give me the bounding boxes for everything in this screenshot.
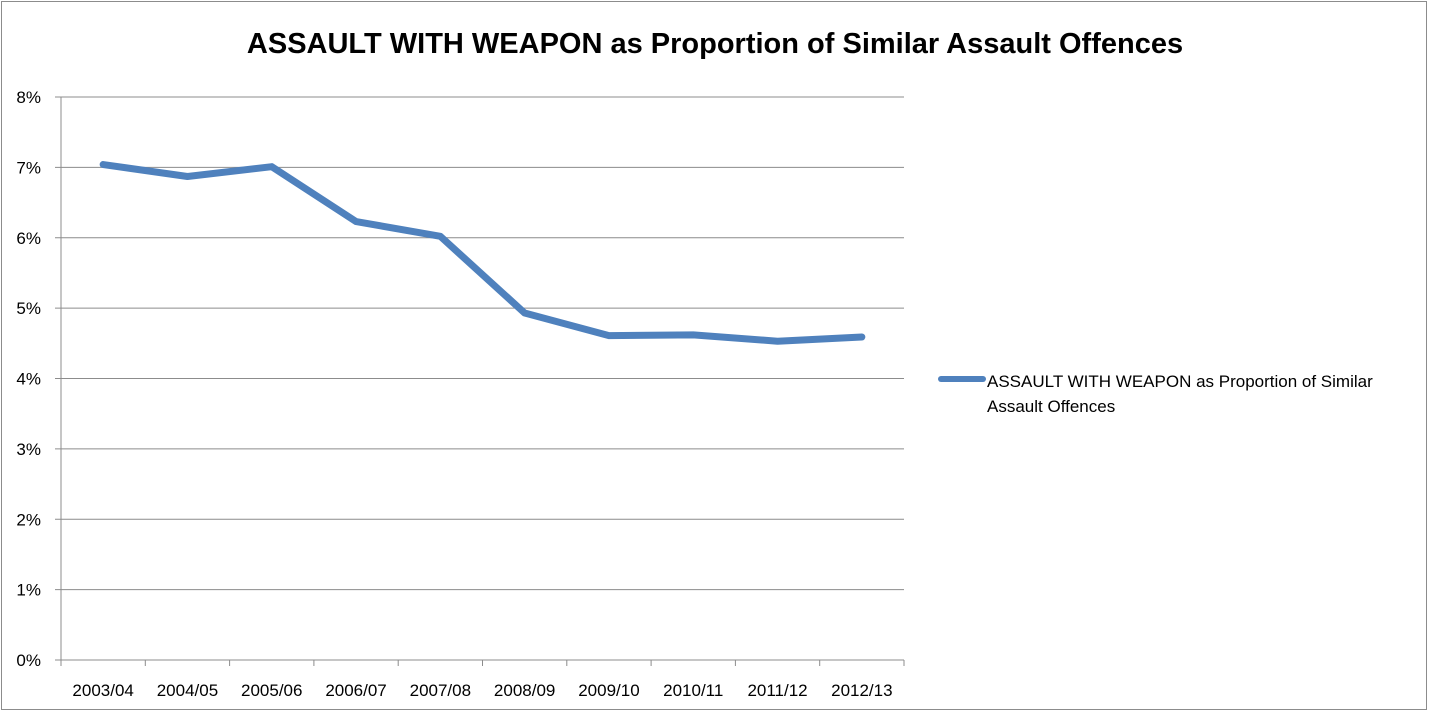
- y-tick-label: 3%: [16, 440, 41, 459]
- y-tick-label: 6%: [16, 229, 41, 248]
- series-group: [99, 161, 866, 345]
- x-tick-label: 2004/05: [157, 681, 218, 700]
- x-tick-label: 2007/08: [410, 681, 471, 700]
- legend-label: ASSAULT WITH WEAPON as Proportion of Sim…: [987, 372, 1373, 416]
- series-line: [99, 161, 866, 345]
- x-tick-label: 2009/10: [578, 681, 639, 700]
- x-tick-label: 2006/07: [325, 681, 386, 700]
- y-tick-label: 7%: [16, 158, 41, 177]
- x-axis: 2003/04 2004/05 2005/06 2006/07 2007/08 2008/…: [60, 659, 905, 700]
- y-tick-label: 2%: [16, 510, 41, 529]
- y-tick-label: 4%: [16, 370, 41, 389]
- x-tick-label: 2005/06: [241, 681, 302, 700]
- legend-swatch: [938, 376, 986, 382]
- y-tick-label: 5%: [16, 299, 41, 318]
- y-axis: 0% 1% 2% 3% 4% 5% 6% 7% 8%: [16, 88, 62, 670]
- gridlines: [61, 96, 904, 591]
- x-tick-label: 2011/12: [747, 681, 807, 700]
- y-tick-label: 0%: [16, 651, 41, 670]
- chart-title: ASSAULT WITH WEAPON as Proportion of Sim…: [246, 28, 1184, 60]
- y-tick-label: 1%: [16, 581, 41, 600]
- y-tick-label: 8%: [16, 88, 41, 107]
- x-tick-label: 2003/04: [72, 681, 133, 700]
- legend: ASSAULT WITH WEAPON as Proportion of Sim…: [938, 369, 1418, 429]
- x-tick-label: 2008/09: [494, 681, 555, 700]
- x-tick-label: 2010/11: [663, 681, 723, 700]
- x-tick-label: 2012/13: [831, 681, 892, 700]
